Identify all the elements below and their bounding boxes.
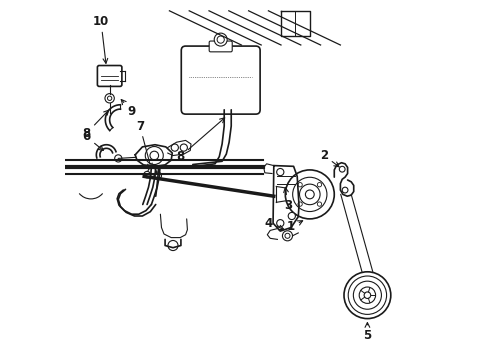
Circle shape (318, 183, 321, 187)
Circle shape (288, 212, 295, 220)
Text: 4: 4 (264, 217, 284, 230)
Circle shape (277, 168, 284, 176)
Text: 9: 9 (121, 99, 136, 118)
Circle shape (171, 144, 178, 151)
Circle shape (115, 155, 122, 162)
Circle shape (342, 187, 348, 193)
Circle shape (282, 231, 293, 241)
Text: 6: 6 (82, 130, 103, 150)
Text: 7: 7 (136, 120, 152, 168)
Text: 1: 1 (287, 220, 303, 233)
Circle shape (144, 171, 150, 178)
Text: 2: 2 (320, 149, 339, 167)
Text: 3: 3 (284, 188, 292, 212)
Circle shape (107, 96, 112, 100)
Text: 10: 10 (93, 15, 109, 63)
Circle shape (150, 151, 159, 160)
FancyBboxPatch shape (209, 41, 232, 52)
Circle shape (145, 147, 163, 165)
Circle shape (299, 184, 320, 205)
Circle shape (168, 240, 178, 251)
FancyBboxPatch shape (181, 46, 260, 114)
Circle shape (293, 177, 327, 212)
Circle shape (344, 272, 391, 319)
Circle shape (214, 33, 227, 46)
Circle shape (298, 183, 302, 187)
Text: 8: 8 (82, 110, 109, 140)
Circle shape (285, 170, 334, 219)
FancyBboxPatch shape (98, 66, 122, 86)
Circle shape (305, 190, 314, 199)
Circle shape (277, 220, 284, 227)
Circle shape (359, 287, 376, 303)
Circle shape (217, 36, 224, 43)
Text: 5: 5 (363, 323, 371, 342)
Circle shape (285, 233, 290, 238)
Circle shape (318, 202, 321, 206)
Circle shape (105, 94, 114, 103)
Circle shape (298, 202, 302, 206)
Circle shape (348, 276, 387, 314)
Circle shape (148, 168, 156, 176)
Circle shape (339, 166, 345, 172)
Circle shape (364, 292, 370, 298)
Circle shape (154, 172, 162, 179)
Circle shape (353, 281, 381, 309)
Text: 8: 8 (176, 118, 225, 163)
Circle shape (180, 144, 187, 151)
